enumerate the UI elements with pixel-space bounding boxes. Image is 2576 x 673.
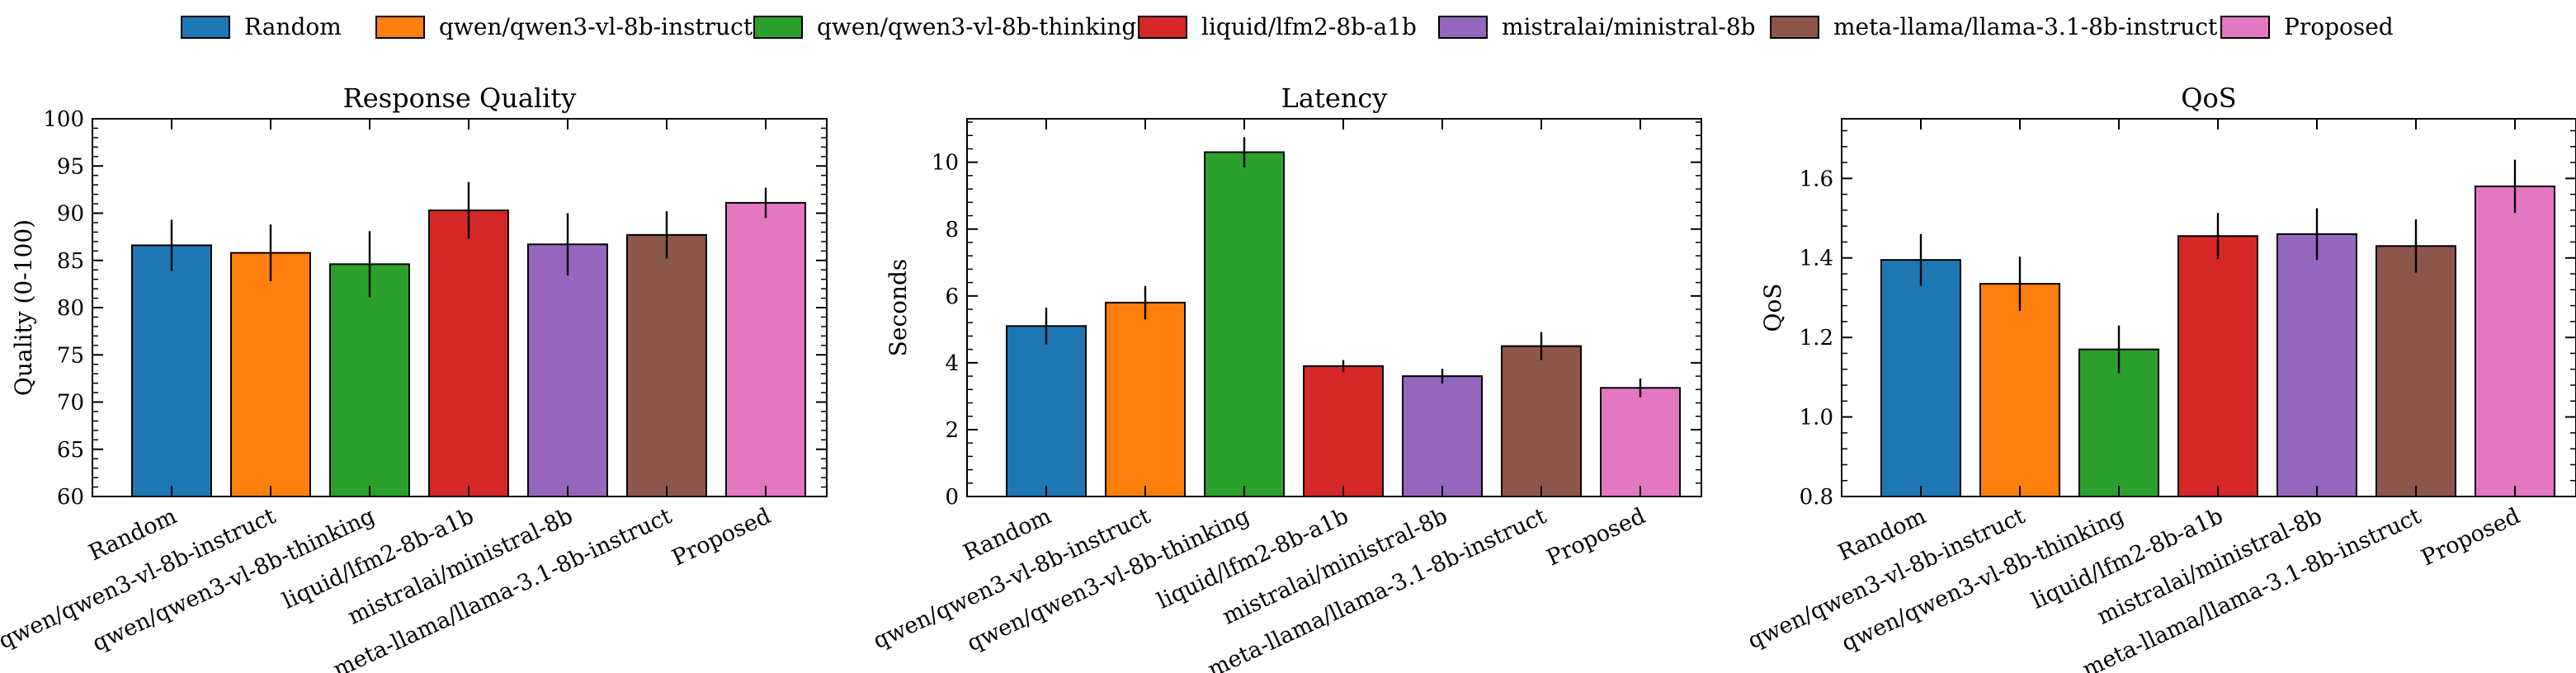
x-tick-label-meta-llama-llama-3-1-8b-instruct: meta-llama/llama-3.1-8b-instruct <box>329 503 676 673</box>
bar-mistralai-ministral-8b <box>527 243 608 497</box>
y-tick-label: 65 <box>57 438 84 463</box>
legend-label: qwen/qwen3-vl-8b-instruct <box>439 13 753 40</box>
legend-item-mistralai-ministral-8b: mistralai/ministral-8b <box>1438 13 1756 40</box>
bar-random <box>131 244 212 497</box>
legend-item-proposed: Proposed <box>2220 13 2394 40</box>
legend-swatch <box>375 16 425 39</box>
bar-proposed <box>2475 185 2555 498</box>
y-tick-label: 60 <box>57 485 84 510</box>
x-tick-label-meta-llama-llama-3-1-8b-instruct: meta-llama/llama-3.1-8b-instruct <box>2078 503 2425 673</box>
legend-item-qwen-qwen3-vl-8b-instruct: qwen/qwen3-vl-8b-instruct <box>375 13 753 40</box>
bar-mistralai-ministral-8b <box>1402 375 1483 497</box>
y-axis-label: Quality (0-100) <box>10 219 37 396</box>
y-tick-label: 1.0 <box>1800 406 1833 431</box>
bar-meta-llama-llama-3-1-8b-instruct <box>626 233 707 497</box>
bar-proposed <box>1600 387 1681 497</box>
bar-meta-llama-llama-3-1-8b-instruct <box>2375 245 2456 497</box>
bar-qwen-qwen3-vl-8b-thinking <box>1204 151 1285 497</box>
bar-qwen-qwen3-vl-8b-instruct <box>1979 283 2060 497</box>
chart-title-qos: QoS <box>2181 82 2236 114</box>
legend-label: qwen/qwen3-vl-8b-thinking <box>817 13 1136 40</box>
legend-item-random: Random <box>181 13 342 40</box>
panel-latency: LatencySeconds0246810Randomqwen/qwen3-vl… <box>870 82 1702 673</box>
bar-qwen-qwen3-vl-8b-instruct <box>230 252 311 497</box>
y-tick-label: 75 <box>57 343 84 368</box>
y-tick-label: 0.8 <box>1800 485 1833 510</box>
bar-liquid-lfm2-8b-a1b <box>428 209 509 497</box>
y-tick-label: 80 <box>57 296 84 321</box>
legend-swatch <box>753 16 803 39</box>
legend-label: liquid/lfm2-8b-a1b <box>1201 13 1417 40</box>
bar-meta-llama-llama-3-1-8b-instruct <box>1501 345 1582 497</box>
chart-title-response-quality: Response Quality <box>343 82 577 114</box>
y-tick-label: 1.2 <box>1800 326 1833 351</box>
y-tick-label: 4 <box>945 351 959 376</box>
y-tick-label: 70 <box>57 391 84 416</box>
y-tick-label: 95 <box>57 154 84 179</box>
y-tick-label: 1.4 <box>1800 247 1833 271</box>
panel-qos: QoSQoS0.81.01.21.41.6Randomqwen/qwen3-vl… <box>1744 82 2576 673</box>
bar-mistralai-ministral-8b <box>2276 233 2357 497</box>
legend-label: mistralai/ministral-8b <box>1502 13 1756 40</box>
x-tick-label-proposed: Proposed <box>1543 503 1649 571</box>
y-tick-label: 10 <box>932 151 959 176</box>
legend-item-liquid-lfm2-8b-a1b: liquid/lfm2-8b-a1b <box>1138 13 1417 40</box>
y-tick-label: 100 <box>43 107 84 132</box>
bar-random <box>1880 259 1961 497</box>
legend: Random qwen/qwen3-vl-8b-instruct qwen/qwen… <box>181 13 2394 40</box>
bar-proposed <box>725 201 806 497</box>
legend-item-qwen-qwen3-vl-8b-thinking: qwen/qwen3-vl-8b-thinking <box>753 13 1136 40</box>
legend-item-meta-llama-llama-3-1-8b-instruct: meta-llama/llama-3.1-8b-instruct <box>1770 13 2218 40</box>
y-tick-label: 6 <box>945 285 959 309</box>
y-axis-label: Seconds <box>885 259 912 357</box>
legend-label: meta-llama/llama-3.1-8b-instruct <box>1833 13 2218 40</box>
y-tick-label: 85 <box>57 249 84 274</box>
y-tick-label: 90 <box>57 202 84 227</box>
legend-swatch <box>2220 16 2270 39</box>
y-axis-label: QoS <box>1759 284 1786 332</box>
bar-qwen-qwen3-vl-8b-thinking <box>329 263 410 497</box>
bar-liquid-lfm2-8b-a1b <box>2177 235 2258 497</box>
bar-qwen-qwen3-vl-8b-instruct <box>1105 301 1186 497</box>
legend-swatch <box>1438 16 1488 39</box>
bar-liquid-lfm2-8b-a1b <box>1303 365 1384 497</box>
y-tick-label: 8 <box>945 218 959 242</box>
legend-swatch <box>181 16 230 39</box>
legend-label: Proposed <box>2284 13 2394 40</box>
panel-response-quality: Response Quality Quality (0-100) 60 65 70 75 8… <box>0 82 828 673</box>
axes-frame <box>1841 118 2576 497</box>
x-tick-label-proposed: Proposed <box>2418 503 2524 571</box>
legend-swatch <box>1138 16 1187 39</box>
legend-swatch <box>1770 16 1819 39</box>
legend-label: Random <box>244 13 342 40</box>
chart-title-latency: Latency <box>1281 82 1388 114</box>
bar-random <box>1006 325 1087 497</box>
x-tick-label-proposed: Proposed <box>668 503 775 571</box>
bar-qwen-qwen3-vl-8b-thinking <box>2078 348 2159 498</box>
y-tick-label: 0 <box>945 485 959 510</box>
axes-frame <box>966 118 1702 497</box>
y-tick-label: 1.6 <box>1800 167 1833 191</box>
x-tick-label-meta-llama-llama-3-1-8b-instruct: meta-llama/llama-3.1-8b-instruct <box>1204 503 1550 673</box>
y-tick-label: 2 <box>945 418 959 443</box>
